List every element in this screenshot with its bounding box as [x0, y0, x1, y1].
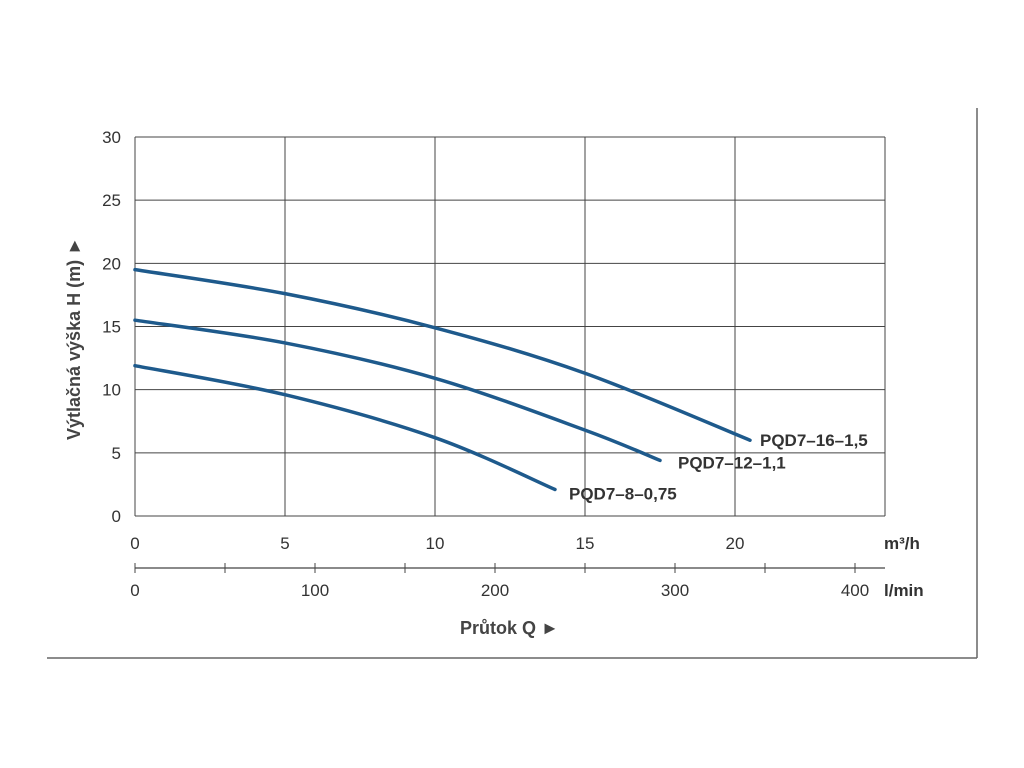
grid	[134, 136, 886, 517]
x-unit-label: m³/h	[884, 534, 920, 553]
series-label: PQD7–8–0,75	[569, 484, 677, 503]
x2-tick-label: 0	[130, 581, 139, 600]
x2-tick-label: 300	[661, 581, 689, 600]
y-tick-label: 5	[112, 444, 121, 463]
y-axis-title: Výtlačná výška H (m) ►	[64, 237, 84, 440]
x-tick-label: 5	[280, 534, 289, 553]
y-tick-label: 0	[112, 507, 121, 526]
secondary-x-axis: 0 100 200 300 400	[130, 563, 885, 600]
series-label: PQD7–12–1,1	[678, 453, 786, 472]
series-curves	[133, 267, 752, 492]
x-tick-label: 20	[726, 534, 745, 553]
series-line	[133, 267, 752, 442]
y-tick-label: 15	[102, 318, 121, 337]
y-tick-labels: 0 5 10 15 20 25 30	[102, 128, 121, 526]
x2-unit-label: l/min	[884, 581, 924, 600]
series-line	[133, 318, 662, 463]
x2-tick-label: 400	[841, 581, 869, 600]
y-tick-label: 30	[102, 128, 121, 147]
y-tick-label: 20	[102, 254, 121, 273]
x2-tick-label: 100	[301, 581, 329, 600]
x2-tick-label: 200	[481, 581, 509, 600]
x-tick-labels: 0 5 10 15 20	[130, 534, 744, 553]
x-tick-label: 10	[426, 534, 445, 553]
y-tick-label: 10	[102, 381, 121, 400]
x-tick-label: 15	[576, 534, 595, 553]
x-axis-title: Průtok Q ►	[460, 618, 559, 638]
series-line	[133, 363, 557, 492]
x-tick-label: 0	[130, 534, 139, 553]
series-label: PQD7–16–1,5	[760, 431, 868, 450]
y-tick-label: 25	[102, 191, 121, 210]
